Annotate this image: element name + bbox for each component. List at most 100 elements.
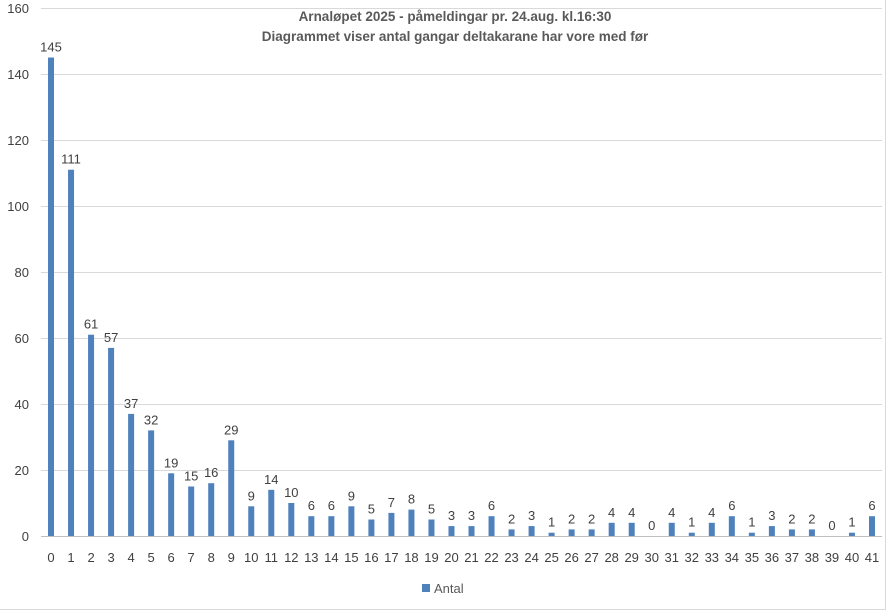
data-label: 1 [748,515,755,530]
x-tick-label: 7 [188,550,195,565]
y-tick-label: 80 [15,265,29,280]
data-label: 14 [264,472,278,487]
data-label: 2 [508,511,515,526]
data-label: 6 [488,498,495,513]
x-tick-label: 34 [725,550,739,565]
bar [408,509,415,536]
data-label: 4 [668,505,675,520]
bar [468,526,475,536]
bar [788,529,795,536]
x-tick-label: 37 [785,550,799,565]
x-tick-label: 28 [604,550,618,565]
x-tick-label: 29 [624,550,638,565]
x-tick-label: 23 [504,550,518,565]
bar [528,526,535,536]
data-label: 5 [428,502,435,517]
bar [728,516,735,536]
data-label: 4 [608,505,615,520]
x-tick-label: 12 [284,550,298,565]
x-tick-label: 0 [47,550,54,565]
bar [388,512,395,536]
data-label: 29 [224,422,238,437]
y-tick-label: 40 [15,397,29,412]
bar [248,506,255,536]
x-tick-label: 11 [265,550,279,565]
x-tick-label: 24 [524,550,538,565]
data-label: 2 [568,511,575,526]
data-label: 4 [628,505,635,520]
x-tick-label: 33 [705,550,719,565]
data-label: 7 [388,495,395,510]
bar [508,529,515,536]
bar [688,532,695,536]
data-label: 10 [284,485,298,500]
y-tick-label: 120 [7,133,29,148]
bar [328,516,335,536]
x-axis-tick-labels: 0 1 2 3 4 5 6 7 8 9 10 11 12 13 14 15 16 17 18 19 20 21 22 23 24… [47,550,879,565]
chart-subtitle: Diagrammet viser antal gangar deltakaran… [262,29,649,44]
data-label: 9 [248,488,255,503]
x-tick-label: 9 [228,550,235,565]
x-tick-label: 6 [168,550,175,565]
data-label: 4 [708,505,715,520]
data-label: 3 [768,508,775,523]
y-tick-label: 60 [15,331,29,346]
bar [548,532,555,536]
x-tick-label: 36 [765,550,779,565]
y-tick-label: 100 [7,199,29,214]
bar [448,526,455,536]
data-label: 9 [348,488,355,503]
x-tick-label: 2 [87,550,94,565]
legend: Antal [422,581,464,596]
chart-title-group: Arnaløpet 2025 - påmeldingar pr. 24.aug.… [262,9,649,44]
bar [868,516,875,536]
bar [428,519,435,536]
x-tick-label: 1 [67,550,74,565]
bar [668,522,675,536]
x-tick-label: 41 [865,550,879,565]
data-label: 2 [788,511,795,526]
data-label: 19 [164,455,178,470]
bar [568,529,575,536]
bar [68,169,75,536]
y-tick-label: 160 [7,1,29,16]
data-label: 57 [104,330,118,345]
bar [628,522,635,536]
data-label: 37 [124,396,138,411]
bar [708,522,715,536]
legend-label: Antal [434,581,464,596]
x-tick-label: 21 [464,550,478,565]
data-label: 8 [408,492,415,507]
bar [108,347,115,536]
bar [748,532,755,536]
bar [148,430,155,536]
x-tick-label: 15 [344,550,358,565]
y-tick-label: 20 [15,463,29,478]
data-label: 2 [808,511,815,526]
x-tick-label: 14 [324,550,338,565]
bar [488,516,495,536]
bar [308,516,315,536]
x-tick-label: 38 [805,550,819,565]
x-tick-label: 22 [484,550,498,565]
data-label: 2 [588,511,595,526]
bar [128,413,135,536]
x-tick-label: 4 [127,550,134,565]
data-label: 16 [204,465,218,480]
data-label: 6 [728,498,735,513]
x-tick-label: 30 [644,550,658,565]
x-tick-label: 31 [665,550,679,565]
data-label: 3 [468,508,475,523]
data-label: 1 [688,515,695,530]
bar [808,529,815,536]
bar [348,506,355,536]
legend-swatch [422,584,430,592]
bar [208,483,215,536]
y-tick-label: 0 [22,529,29,544]
bars [48,57,875,536]
bar [608,522,615,536]
bar [228,440,235,536]
data-label: 6 [308,498,315,513]
x-tick-label: 13 [304,550,318,565]
